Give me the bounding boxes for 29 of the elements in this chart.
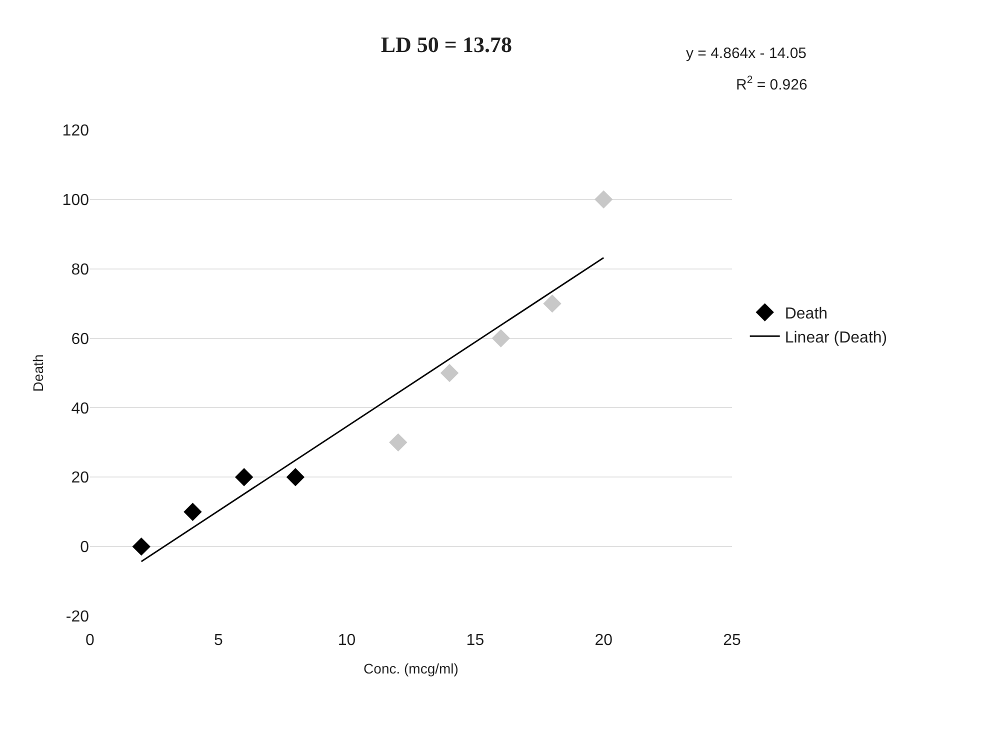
y-tick-label: 0 bbox=[80, 539, 90, 556]
y-tick-label: 20 bbox=[71, 470, 90, 487]
y-tick-label: -20 bbox=[66, 608, 90, 626]
x-tick-label: 20 bbox=[594, 632, 613, 649]
point bbox=[184, 502, 202, 521]
x-axis-title: Conc. (mcg/ml) bbox=[364, 660, 458, 676]
chart-title: LD 50 = 13.78 bbox=[380, 32, 512, 58]
text: y = 4.864x - 14.05 bbox=[686, 45, 806, 62]
point bbox=[286, 468, 305, 486]
point bbox=[594, 190, 613, 209]
text: R$^{2}$ = 0.926 bbox=[736, 74, 808, 94]
legend-label: Death bbox=[784, 306, 828, 323]
point bbox=[389, 433, 408, 452]
y-tick-label: 120 bbox=[62, 122, 90, 140]
x-tick-label: 10 bbox=[338, 632, 356, 649]
y-axis-title: Death bbox=[30, 354, 46, 392]
point bbox=[440, 364, 459, 382]
x-tick-label: 5 bbox=[214, 632, 223, 649]
point bbox=[132, 537, 150, 556]
y-tick-label: 100 bbox=[62, 192, 90, 210]
point bbox=[492, 329, 510, 348]
y-tick-label: 60 bbox=[71, 330, 90, 348]
point bbox=[234, 468, 254, 486]
y-tick-label: 80 bbox=[71, 261, 90, 278]
point bbox=[543, 294, 562, 313]
y-tick-label: 40 bbox=[71, 400, 90, 418]
x-tick-label: 15 bbox=[466, 632, 484, 649]
legend-label: Linear (Death) bbox=[784, 329, 888, 346]
x-tick-label: 25 bbox=[723, 632, 741, 649]
